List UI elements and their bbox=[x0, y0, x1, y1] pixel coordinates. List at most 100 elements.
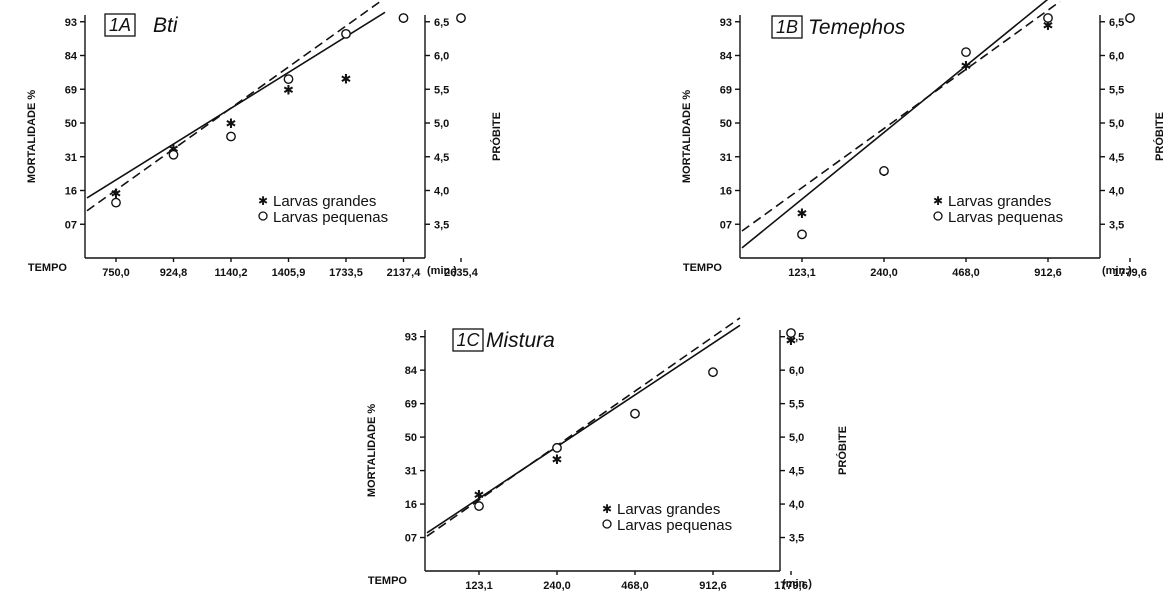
y-tick-label: 16 bbox=[405, 499, 417, 511]
x-tick-label: 912,6 bbox=[699, 580, 727, 592]
x-tick-label: 240,0 bbox=[870, 267, 898, 279]
fit-line-pequenas bbox=[86, 0, 384, 212]
probit-tick-label: 5,0 bbox=[789, 432, 804, 444]
probit-axis-label: PRÓBITE bbox=[836, 426, 849, 475]
legend-star-icon: ✱ bbox=[258, 194, 268, 208]
legend-star-icon: ✱ bbox=[933, 194, 943, 208]
x-tick-label: 1779,6 bbox=[1113, 267, 1147, 279]
chart-title: Mistura bbox=[486, 329, 555, 352]
y-tick-label: 07 bbox=[65, 219, 77, 231]
point-circle bbox=[961, 47, 971, 58]
point-circle bbox=[1125, 13, 1135, 23]
probit-tick-label: 4,0 bbox=[789, 499, 804, 511]
point-circle bbox=[474, 501, 484, 511]
probit-tick-label: 6,0 bbox=[1109, 51, 1124, 63]
y-tick-label: 93 bbox=[720, 17, 732, 29]
probit-tick-label: 6,0 bbox=[434, 51, 449, 63]
y-axis-label: MORTALIDADE % bbox=[366, 404, 378, 498]
x-tick-label: 2635,4 bbox=[444, 267, 479, 279]
chart-title: Temephos bbox=[808, 16, 906, 39]
probit-tick-label: 4,0 bbox=[1109, 186, 1124, 198]
legend-label-pequenas: Larvas pequenas bbox=[273, 209, 388, 226]
probit-tick-label: 6,5 bbox=[1109, 17, 1124, 29]
x-tick-label: 912,6 bbox=[1034, 267, 1062, 279]
point-star: ✱ bbox=[111, 186, 122, 201]
point-star: ✱ bbox=[552, 452, 563, 467]
point-circle bbox=[283, 74, 294, 85]
point-star: ✱ bbox=[786, 333, 797, 348]
legend-label-pequenas: Larvas pequenas bbox=[617, 517, 732, 534]
probit-axis-label: PRÓBITE bbox=[490, 112, 503, 161]
x-tick-label: 468,0 bbox=[621, 580, 649, 592]
y-tick-label: 93 bbox=[65, 17, 77, 29]
x-tick-label: 1733,5 bbox=[329, 267, 363, 279]
point-circle bbox=[786, 328, 796, 338]
x-tick-label: 468,0 bbox=[952, 267, 980, 279]
y-tick-label: 69 bbox=[720, 84, 732, 96]
point-star: ✱ bbox=[961, 59, 972, 74]
point-circle bbox=[111, 197, 121, 208]
panel-1a: 07 16 31 50 69 84 93 3,5 4,0 4,5 5,0 5,5 6,0 6,5 750,0… bbox=[26, 0, 503, 279]
x-tick-label: 750,0 bbox=[102, 267, 130, 279]
point-circle bbox=[226, 131, 236, 142]
legend-label-grandes: Larvas grandes bbox=[617, 501, 720, 518]
probit-tick-label: 5,5 bbox=[789, 399, 804, 411]
panel-tag-box bbox=[104, 13, 136, 37]
fit-line-grandes bbox=[426, 324, 741, 534]
x-tick-label: 1405,9 bbox=[272, 267, 306, 279]
y-tick-label: 31 bbox=[720, 152, 732, 164]
fit-line-grandes bbox=[741, 0, 1049, 249]
panel-tag: 1B bbox=[776, 17, 798, 37]
probit-tick-label: 3,5 bbox=[1109, 219, 1124, 231]
y-tick-label: 50 bbox=[720, 118, 732, 130]
legend-circle-icon bbox=[933, 211, 943, 221]
probit-tick-label: 4,0 bbox=[434, 186, 449, 198]
legend-star-icon: ✱ bbox=[602, 502, 612, 516]
y-tick-label: 07 bbox=[405, 533, 417, 545]
probit-tick-label: 3,5 bbox=[789, 533, 804, 545]
x-axis-label: TEMPO bbox=[368, 575, 408, 587]
probit-tick-label: 5,0 bbox=[1109, 118, 1124, 130]
x-unit-label: (min.) bbox=[1102, 265, 1132, 277]
y-tick-label: 84 bbox=[720, 51, 733, 63]
x-tick-label: 240,0 bbox=[543, 580, 571, 592]
point-circle bbox=[797, 229, 807, 240]
panel-tag-box bbox=[771, 15, 803, 39]
point-circle bbox=[341, 29, 351, 39]
y-tick-label: 50 bbox=[65, 118, 77, 130]
y-axis-label: MORTALIDADE % bbox=[681, 90, 693, 184]
point-circle bbox=[456, 13, 466, 23]
panel-tag-box bbox=[452, 328, 484, 352]
x-tick-label: 1140,2 bbox=[214, 267, 247, 279]
y-tick-label: 84 bbox=[65, 51, 78, 63]
y-tick-label: 84 bbox=[405, 365, 418, 377]
x-axis-label: TEMPO bbox=[683, 262, 723, 274]
x-tick-label: 924,8 bbox=[160, 267, 188, 279]
y-tick-label: 16 bbox=[65, 186, 77, 198]
panel-1c: 071631506984933,54,04,55,05,56,06,5123,1… bbox=[366, 317, 849, 592]
point-circle bbox=[398, 13, 409, 23]
probit-tick-label: 5,0 bbox=[434, 118, 449, 130]
point-star: ✱ bbox=[474, 488, 485, 503]
x-tick-label: 123,1 bbox=[465, 580, 493, 592]
legend-circle-icon bbox=[602, 519, 612, 529]
y-axis-label: MORTALIDADE % bbox=[26, 90, 38, 184]
point-circle bbox=[1043, 13, 1053, 23]
x-tick-label: 1779,6 bbox=[774, 580, 808, 592]
x-tick-label: 2137,4 bbox=[387, 267, 422, 279]
y-tick-label: 69 bbox=[65, 84, 77, 96]
x-axis-label: TEMPO bbox=[28, 262, 68, 274]
fit-line-pequenas bbox=[741, 0, 1061, 232]
legend-label-grandes: Larvas grandes bbox=[273, 193, 376, 210]
probit-tick-label: 4,5 bbox=[434, 152, 449, 164]
probit-tick-label: 4,5 bbox=[1109, 152, 1124, 164]
point-star: ✱ bbox=[1043, 18, 1054, 33]
chart-title: Bti bbox=[153, 14, 179, 37]
y-tick-label: 07 bbox=[720, 219, 732, 231]
legend-label-grandes: Larvas grandes bbox=[948, 193, 1051, 210]
y-tick-label: 31 bbox=[65, 152, 77, 164]
